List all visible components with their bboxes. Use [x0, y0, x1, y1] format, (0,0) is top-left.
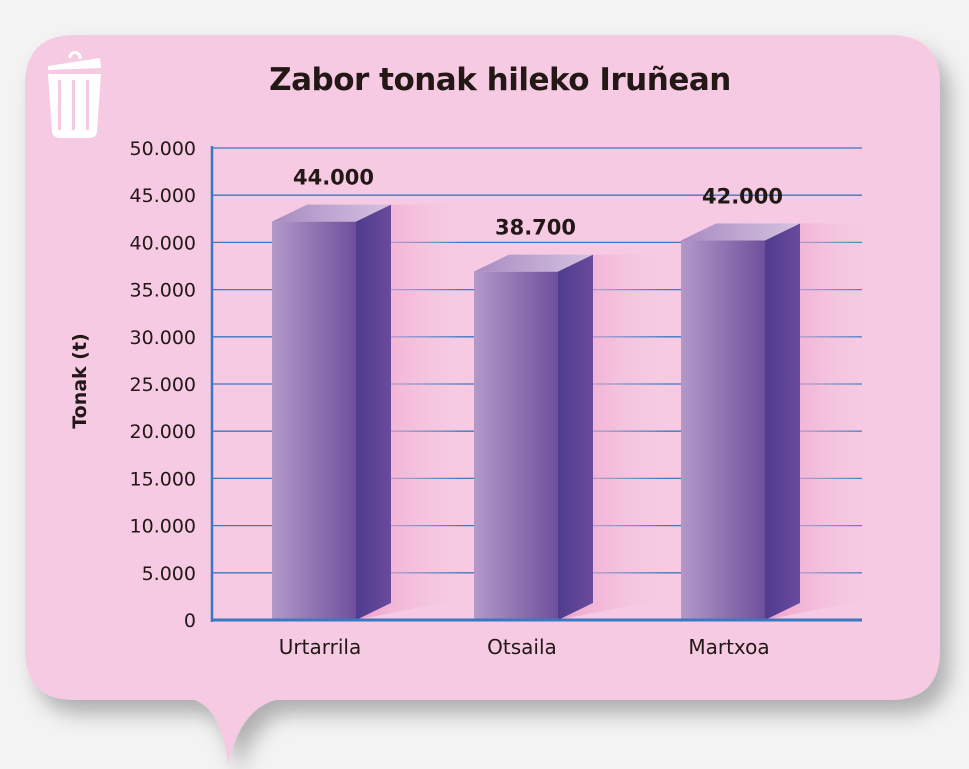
bar-shadow [765, 223, 875, 620]
y-tick-label: 0 [184, 610, 196, 632]
y-tick-label: 45.000 [130, 185, 196, 207]
y-tick-label: 30.000 [130, 327, 196, 349]
bar-top [272, 204, 391, 222]
trash-can-icon [48, 50, 101, 138]
bar-top [681, 223, 800, 241]
bar-front [474, 271, 558, 620]
x-category-label: Otsaila [487, 635, 557, 659]
y-tick-label: 50.000 [130, 138, 196, 160]
bar-shadow [356, 204, 466, 620]
y-tick-label: 40.000 [130, 232, 196, 254]
data-label: 42.000 [702, 185, 783, 209]
x-category-label: Martxoa [688, 635, 769, 659]
bar-side [765, 223, 800, 620]
y-tick-label: 35.000 [130, 280, 196, 302]
data-label: 44.000 [293, 166, 374, 190]
chart-title: Zabor tonak hileko Iruñean [269, 62, 731, 98]
x-category-label: Urtarrila [279, 635, 361, 659]
bar-top [474, 254, 593, 272]
bar-front [681, 240, 765, 620]
y-tick-label: 20.000 [130, 421, 196, 443]
bar-front [272, 221, 356, 620]
data-label: 38.700 [495, 216, 576, 240]
y-tick-label: 25.000 [130, 374, 196, 396]
bar-shadow [558, 254, 668, 620]
bar-side [558, 254, 593, 620]
y-tick-label: 5.000 [142, 563, 196, 585]
y-tick-label: 15.000 [130, 468, 196, 490]
bar-side [356, 204, 391, 620]
y-tick-label: 10.000 [130, 516, 196, 538]
